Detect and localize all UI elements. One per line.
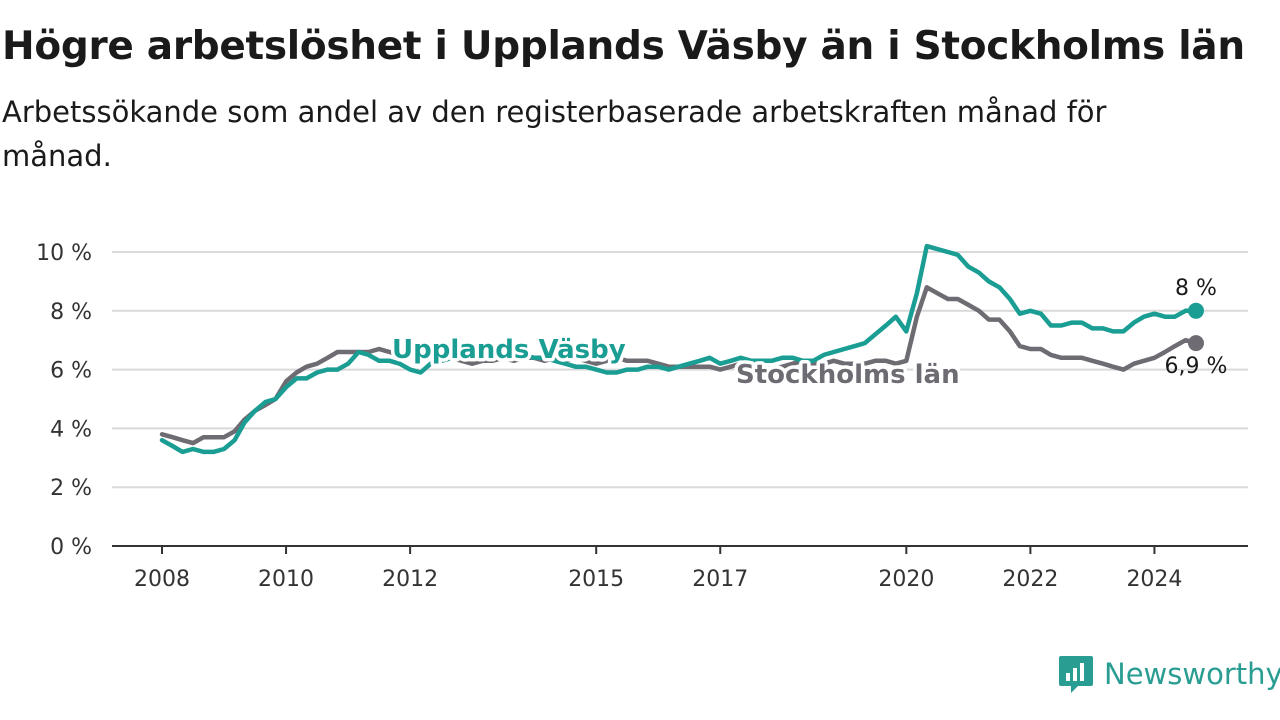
x-tick-label: 2024 [1126, 567, 1182, 592]
newsworthy-brand: Newsworthy [1058, 654, 1280, 694]
x-tick-label: 2017 [692, 567, 748, 592]
x-tick-label: 2012 [382, 567, 438, 592]
x-tick-label: 2010 [258, 567, 314, 592]
chart-subtitle: Arbetssökande som andel av den registerb… [2, 95, 1107, 173]
end-label-upplands-vasby: 8 % [1175, 276, 1217, 301]
y-tick-label: 2 % [50, 476, 92, 501]
end-label-stockholms-lan: 6,9 % [1165, 354, 1228, 379]
x-tick-label: 2022 [1002, 567, 1058, 592]
y-tick-label: 4 % [50, 417, 92, 442]
y-tick-label: 10 % [36, 241, 92, 266]
x-axis: 2008 2010 2012 2015 2017 2020 2022 2024 [112, 545, 1248, 592]
y-axis-tick-labels: 0 % 2 % 4 % 6 % 8 % 10 % [36, 241, 92, 560]
y-gridlines [112, 251, 1248, 489]
brand-name: Newsworthy [1104, 657, 1280, 691]
series-labels: Upplands Väsby Stockholms län 8 % 6,9 % [389, 276, 1228, 394]
x-tick-label: 2015 [568, 567, 624, 592]
y-tick-label: 6 % [50, 359, 92, 384]
series-lines [159, 243, 1204, 455]
series-label-upplands-vasby: Upplands Väsby [392, 335, 626, 365]
y-tick-label: 0 % [50, 535, 92, 560]
x-tick-label: 2020 [878, 567, 934, 592]
x-tick-label: 2008 [134, 567, 190, 592]
newsworthy-logo-icon [1059, 656, 1093, 693]
chart-title: Högre arbetslöshet i Upplands Väsby än i… [2, 24, 1245, 69]
end-point-upplands-v-sby [1188, 302, 1204, 319]
series-line-upplands-v-sby [159, 243, 1199, 455]
end-point-stockholms-l-n [1188, 335, 1204, 352]
series-label-stockholms-lan: Stockholms län [736, 360, 960, 390]
y-tick-label: 8 % [50, 300, 92, 325]
